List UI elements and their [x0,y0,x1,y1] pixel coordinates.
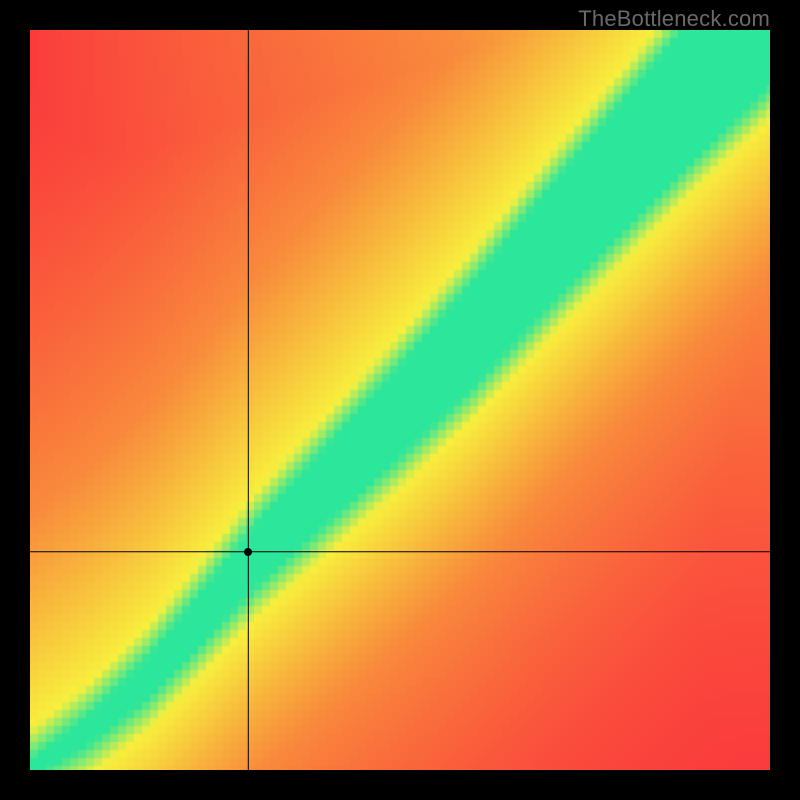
watermark: TheBottleneck.com [578,6,770,32]
bottleneck-heatmap [30,30,770,770]
